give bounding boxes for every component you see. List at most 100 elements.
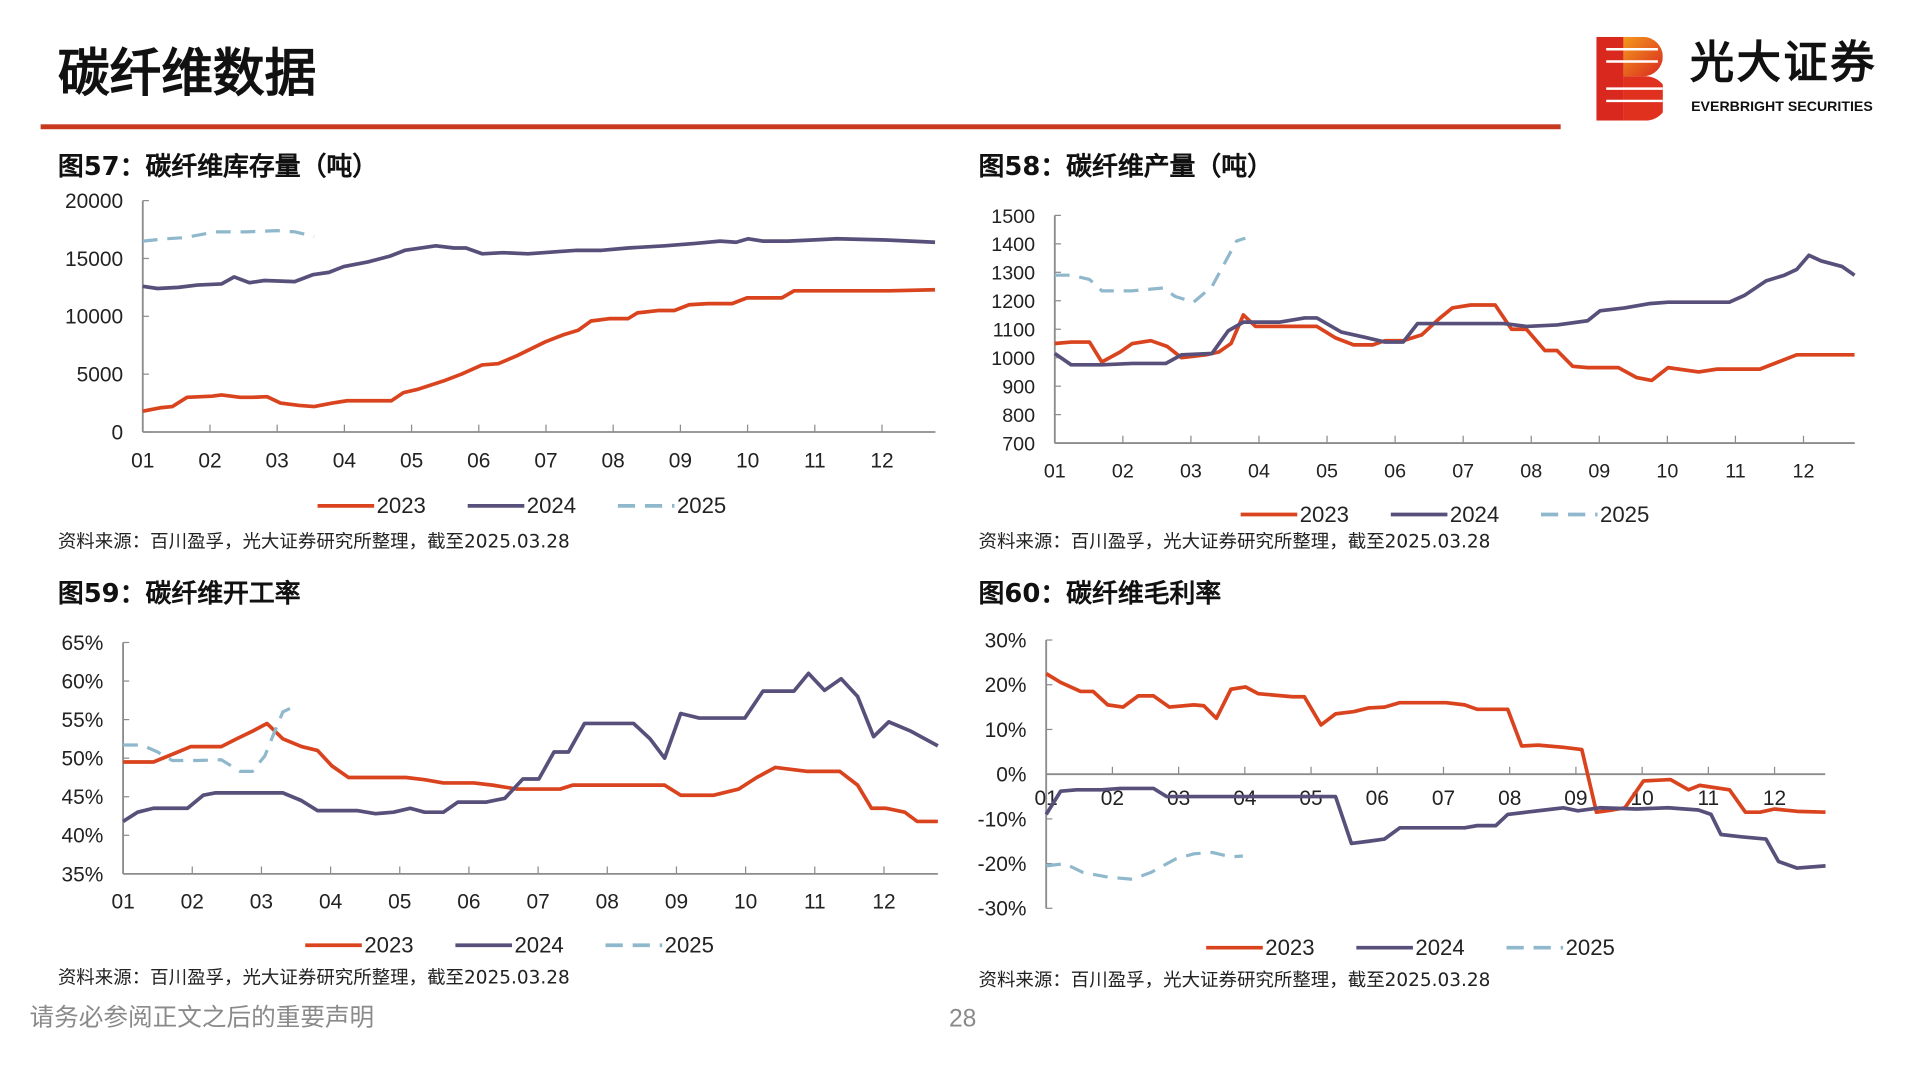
x-tick-label: 05 [388, 890, 411, 913]
y-tick-label: 900 [1002, 377, 1035, 399]
x-tick-label: 03 [250, 890, 273, 913]
page-title: 碳纤维数据 [57, 43, 317, 104]
series-line-2023 [142, 287, 936, 414]
y-tick-label: 1400 [991, 234, 1035, 256]
chart-58: 700 800 900 1000 1100 1200 1300 1400 1500 01 02 03 0… [991, 206, 1856, 527]
y-tick-label: 55% [62, 709, 104, 732]
y-tick-label: 800 [1002, 405, 1035, 427]
chart-57-source: 资料来源：百川盈孚，光大证券研究所整理，截至2025.03.28 [57, 530, 570, 553]
chart-60-title: 图60：碳纤维毛利率 [978, 578, 1222, 609]
x-tick-label: 10 [734, 890, 757, 913]
page-number: 28 [948, 1005, 977, 1033]
legend-label-2025: 2025 [677, 493, 726, 518]
x-tick-label: 06 [1366, 787, 1389, 810]
y-tick-label: 1500 [991, 206, 1035, 228]
chart-59-source: 资料来源：百川盈孚，光大证券研究所整理，截至2025.03.28 [57, 966, 570, 989]
y-tick-label: 10000 [65, 306, 123, 329]
y-tick-label: -20% [978, 853, 1027, 876]
legend-label-2024: 2024 [514, 933, 563, 958]
y-tick-label: 1300 [991, 263, 1035, 285]
legend-label-2023: 2023 [364, 933, 413, 958]
x-tick-label: 02 [1101, 787, 1124, 810]
x-tick-label: 08 [1520, 461, 1542, 483]
x-tick-label: 10 [1631, 787, 1654, 810]
series-line-2025 [1045, 850, 1243, 881]
series-line-2024 [1053, 253, 1856, 367]
y-tick-label: 1000 [991, 348, 1035, 370]
legend-label-2025: 2025 [665, 933, 714, 958]
y-tick-label: 700 [1002, 433, 1035, 455]
title-divider [40, 124, 1561, 130]
chart-59: 35% 40% 45% 50% 55% 60% 65% 01 02 03 04 05 06 07 08 09 1… [62, 632, 939, 958]
x-tick-label: 11 [1725, 461, 1745, 483]
y-tick-label: 0% [996, 764, 1026, 787]
legend-label-2023: 2023 [1300, 502, 1349, 527]
x-tick-label: 03 [1167, 787, 1190, 810]
x-tick-label: 01 [1044, 461, 1066, 483]
x-tick-label: 10 [1656, 461, 1678, 483]
x-tick-label: 09 [665, 890, 688, 913]
everbright-logo-icon [1596, 36, 1668, 121]
x-tick-label: 08 [602, 450, 625, 473]
series-line-2025 [123, 702, 300, 773]
chart-57-title: 图57：碳纤维库存量（吨） [57, 151, 379, 181]
logo-name-cn: 光大证券 [1689, 38, 1877, 89]
x-tick-label: 11 [804, 890, 826, 913]
x-tick-label: 09 [1588, 461, 1610, 483]
x-tick-label: 04 [1248, 461, 1270, 483]
x-tick-label: 07 [526, 890, 549, 913]
legend-label-2024: 2024 [1450, 502, 1499, 527]
x-tick-label: 11 [804, 450, 826, 473]
series-line-2025 [1054, 236, 1246, 304]
x-tick-label: 10 [736, 450, 759, 473]
x-tick-label: 03 [1180, 461, 1202, 483]
legend-label-2024: 2024 [1415, 935, 1464, 960]
y-tick-label: -30% [978, 898, 1027, 921]
x-tick-label: 08 [596, 890, 619, 913]
y-tick-label: 1100 [993, 320, 1035, 342]
y-tick-label: 20% [985, 674, 1027, 697]
chart-57: 0 5000 10000 15000 20000 01 02 03 04 05 06 07 08 09 10… [65, 190, 936, 518]
y-tick-label: 1200 [991, 291, 1035, 313]
legend-label-2025: 2025 [1566, 935, 1615, 960]
y-tick-label: 20000 [65, 190, 123, 213]
series-line-2025 [142, 229, 315, 243]
y-tick-label: 10% [985, 719, 1027, 742]
series-line-2024 [122, 671, 939, 823]
series-line-2023 [1054, 303, 1855, 383]
legend-label-2024: 2024 [527, 493, 576, 518]
x-tick-label: 01 [111, 890, 134, 913]
y-tick-label: 30% [985, 629, 1027, 652]
x-tick-label: 06 [457, 890, 480, 913]
series-line-2023 [123, 721, 938, 824]
chart-58-source: 资料来源：百川盈孚，光大证券研究所整理，截至2025.03.28 [978, 530, 1491, 553]
x-tick-label: 02 [198, 450, 221, 473]
y-tick-label: 45% [62, 786, 104, 809]
x-tick-label: 07 [1432, 787, 1455, 810]
y-tick-label: 35% [62, 863, 104, 886]
y-tick-label: 5000 [77, 364, 124, 387]
x-tick-label: 01 [131, 450, 154, 473]
series-line-2023 [1045, 672, 1826, 815]
x-tick-label: 08 [1498, 787, 1521, 810]
legend-label-2025: 2025 [1600, 502, 1649, 527]
footer-disclaimer: 请务必参阅正文之后的重要声明 [29, 1001, 375, 1032]
x-tick-label: 02 [181, 890, 204, 913]
y-tick-label: 60% [62, 670, 104, 693]
x-tick-label: 06 [467, 450, 490, 473]
legend-label-2023: 2023 [377, 493, 426, 518]
x-tick-label: 04 [333, 450, 357, 473]
x-tick-label: 12 [870, 450, 893, 473]
x-tick-label: 02 [1112, 461, 1134, 483]
x-tick-label: 12 [1763, 787, 1786, 810]
x-tick-label: 04 [319, 890, 343, 913]
y-tick-label: 15000 [65, 248, 123, 271]
chart-60-source: 资料来源：百川盈孚，光大证券研究所整理，截至2025.03.28 [978, 968, 1491, 991]
x-tick-label: 05 [1299, 787, 1322, 810]
series-line-2024 [142, 236, 936, 291]
y-tick-label: 50% [62, 748, 104, 771]
chart-58-title: 图58：碳纤维产量（吨） [978, 151, 1273, 181]
x-tick-label: 12 [1793, 461, 1815, 483]
